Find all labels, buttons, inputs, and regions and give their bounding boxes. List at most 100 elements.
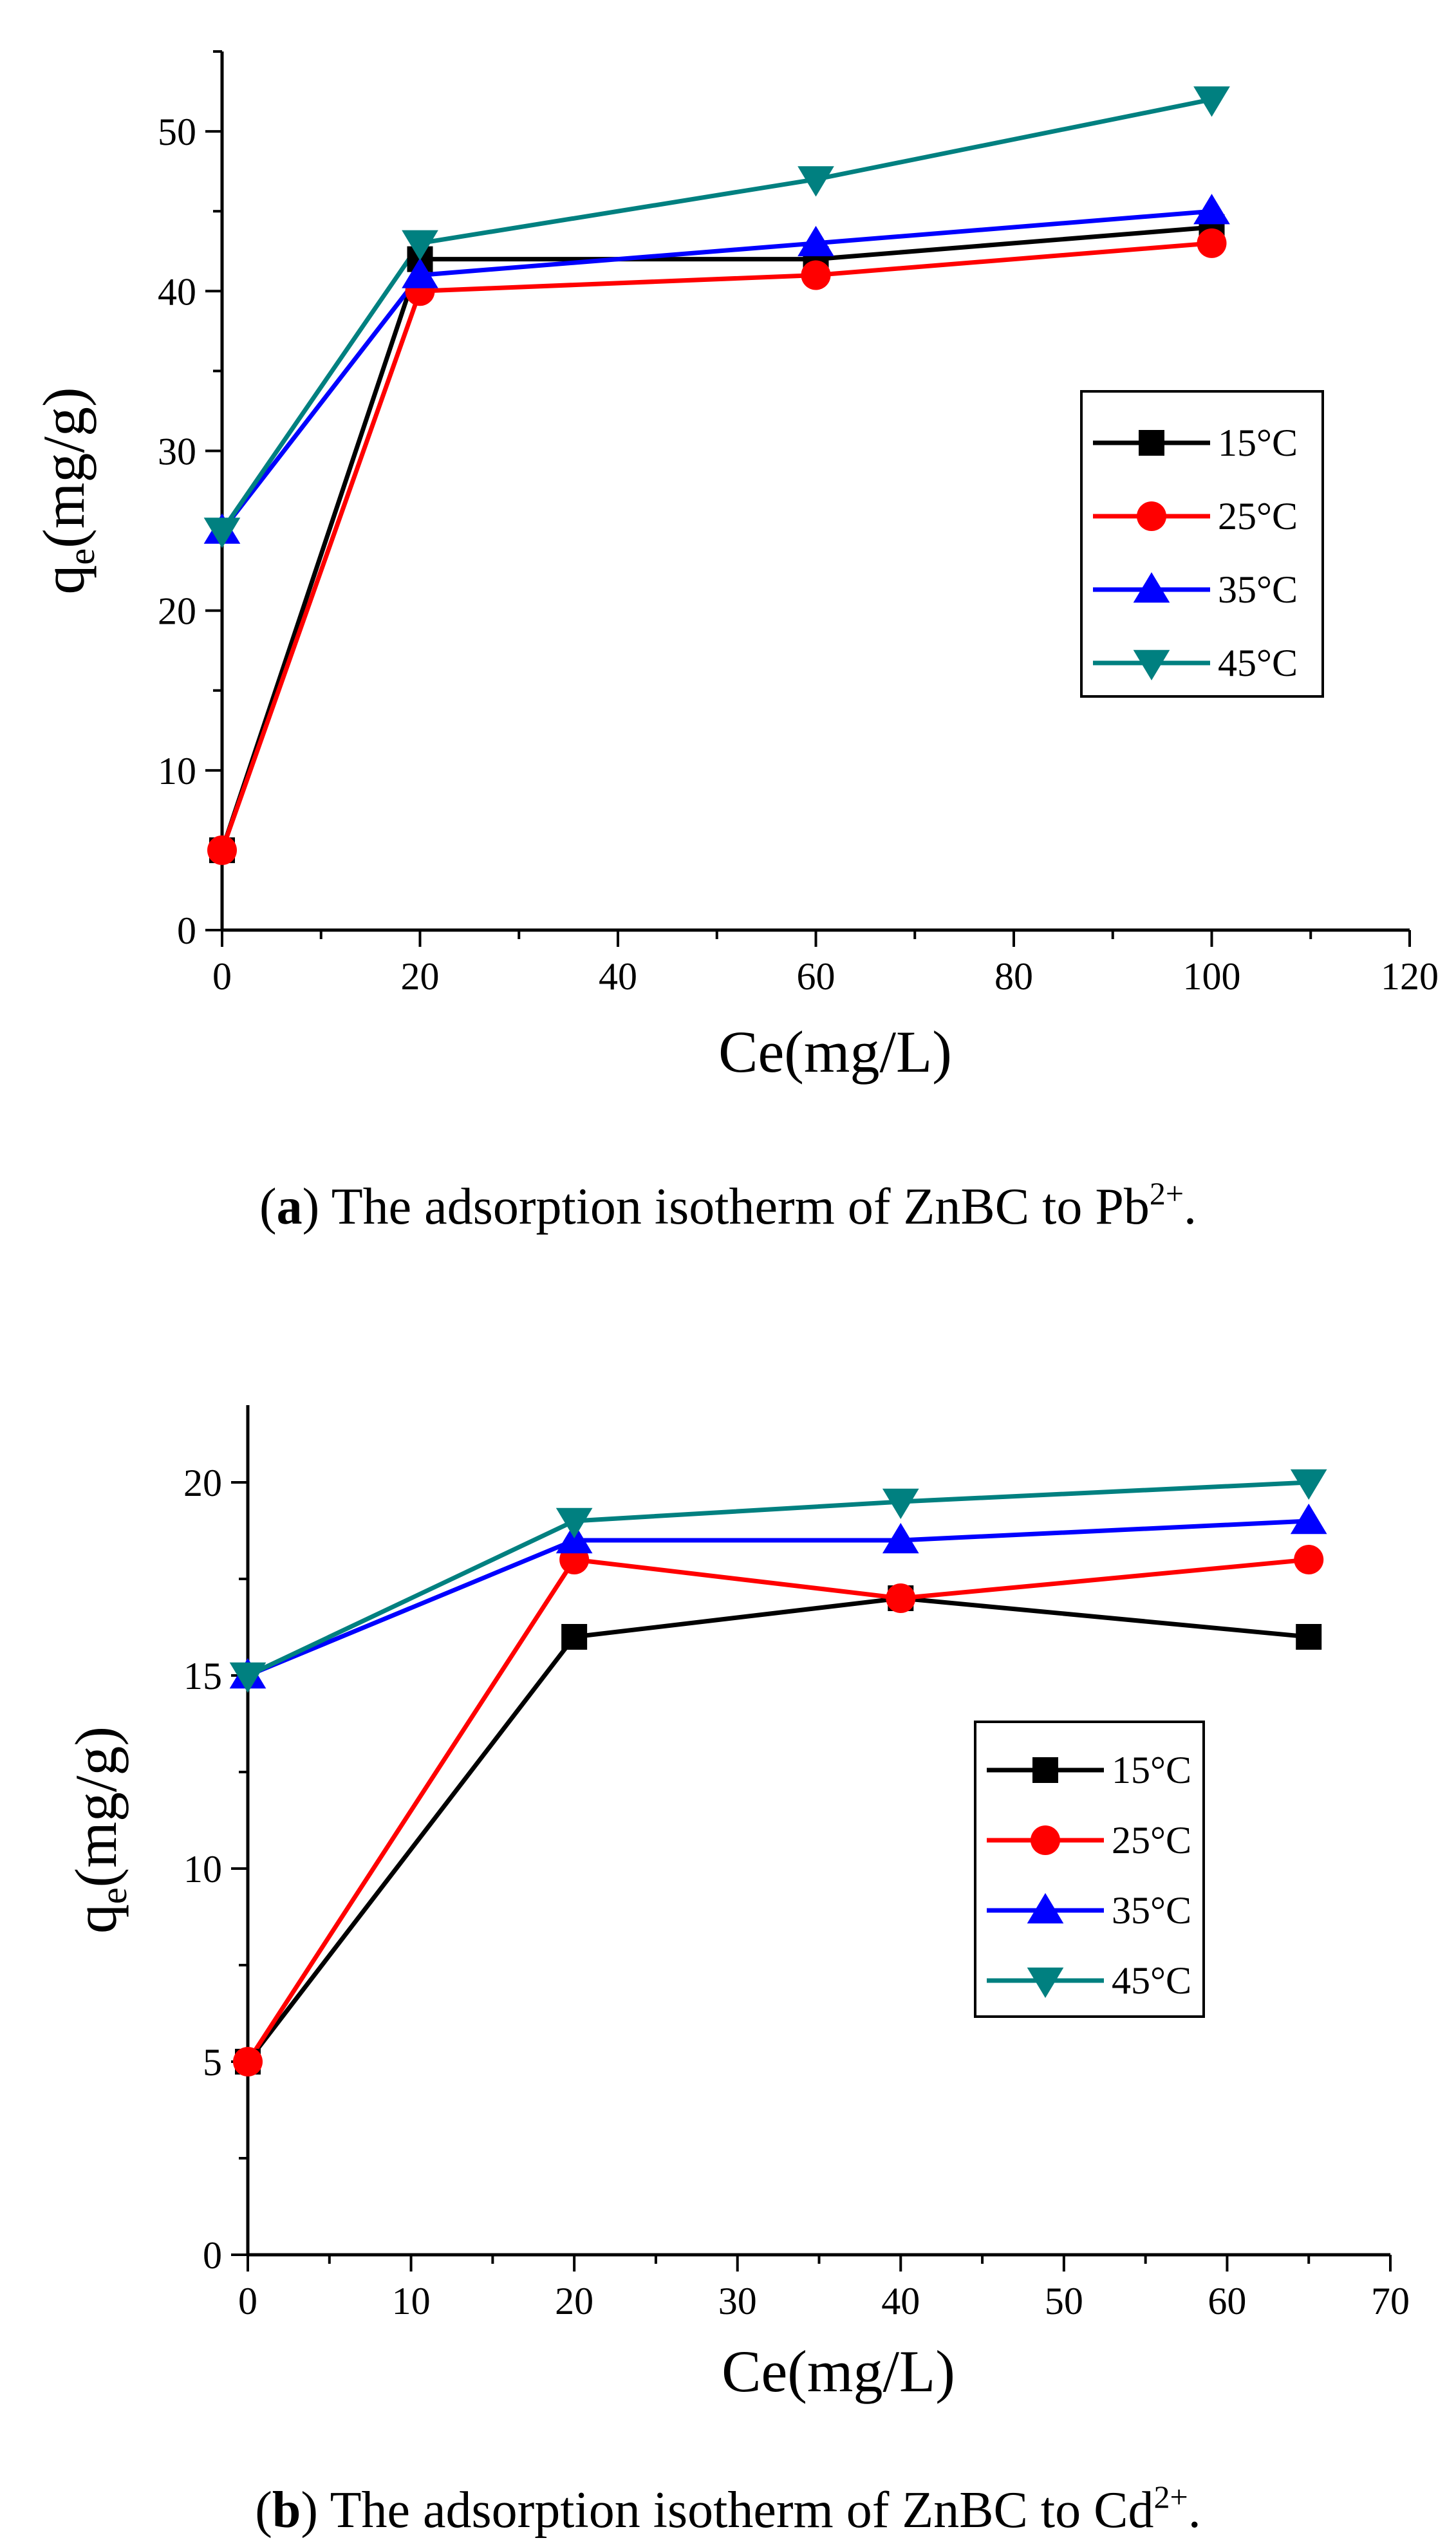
chart-b-x-tick-label: 0 bbox=[238, 2280, 257, 2322]
chart-b-point-45 bbox=[882, 1488, 919, 1519]
chart-b-x-tick-label: 30 bbox=[718, 2280, 757, 2322]
chart-b-legend-label-value: 45 bbox=[1112, 1959, 1150, 2002]
chart-b-x-axis-title: Ce(mg/L) bbox=[722, 2338, 955, 2404]
chart-a-legend-label-value: 15 bbox=[1218, 422, 1256, 464]
chart-a-point-25 bbox=[1197, 228, 1227, 258]
chart-a-legend-label-15: 15°C bbox=[1218, 422, 1298, 464]
chart-b-y-axis-title-sub: e bbox=[93, 1887, 135, 1904]
chart-a-point-45 bbox=[203, 518, 241, 548]
chart-b-legend-label-value: 25 bbox=[1112, 1819, 1150, 1861]
chart-a-y-axis-title-unit: (mg/g) bbox=[31, 387, 97, 548]
chart-b-legend-label-unit: °C bbox=[1150, 1819, 1191, 1861]
chart-a-legend-label-35: 35°C bbox=[1218, 568, 1298, 611]
caption-a: (a) The adsorption isotherm of ZnBC to P… bbox=[259, 1175, 1197, 1235]
chart-a-legend-label-unit: °C bbox=[1256, 642, 1298, 684]
chart-b-x-tick-label: 10 bbox=[392, 2280, 431, 2322]
chart-a-series-line-25 bbox=[219, 241, 1212, 852]
caption-b-letter: b bbox=[272, 2482, 301, 2539]
chart-a-legend-label-unit: °C bbox=[1256, 568, 1298, 611]
chart-b-y-tick-label: 10 bbox=[183, 1848, 222, 1890]
chart-b-y-axis-title: qe(mg/g) bbox=[63, 1726, 135, 1934]
chart-a-legend-label-45: 45°C bbox=[1218, 642, 1298, 684]
chart-a-point-45 bbox=[1193, 86, 1230, 117]
caption-b-tail: . bbox=[1188, 2482, 1201, 2539]
chart-b-y-tick-label: 15 bbox=[183, 1655, 222, 1697]
caption-a-text: ) The adsorption isotherm of ZnBC to Pb bbox=[302, 1179, 1150, 1235]
chart-a-x-tick-label: 100 bbox=[1183, 955, 1241, 998]
chart-b-legend-label-45: 45°C bbox=[1112, 1959, 1191, 2002]
chart-b-series-line-15 bbox=[246, 1596, 1309, 2064]
chart-a-x-axis-title: Ce(mg/L) bbox=[718, 1019, 952, 1085]
chart-a-y-axis-title-main: q bbox=[31, 565, 97, 595]
chart-b-series-line-25 bbox=[246, 1557, 1309, 2063]
chart-b-point-45 bbox=[229, 1662, 266, 1693]
chart-b-y-tick-label: 5 bbox=[203, 2041, 222, 2084]
chart-a-x-tick-label: 120 bbox=[1381, 955, 1439, 998]
chart-a-x-tick-label: 80 bbox=[994, 955, 1033, 998]
chart-b-series-line-45 bbox=[247, 1480, 1309, 1678]
chart-b-point-35 bbox=[1290, 1504, 1327, 1535]
chart-a-x-tick-label: 40 bbox=[599, 955, 637, 998]
chart-a-x-tick-label: 20 bbox=[401, 955, 440, 998]
chart-b-legend-label-unit: °C bbox=[1150, 1959, 1191, 2002]
chart-panel-b: 0 10 20 30 40 50 60 70 0 5 10 15 20 Ce(mg/L) qe(mg/g) 1… bbox=[63, 1405, 1410, 2404]
chart-b-legend-marker-25 bbox=[1031, 1825, 1060, 1855]
caption-a-sup: 2+ bbox=[1149, 1175, 1184, 1211]
chart-a-point-35 bbox=[402, 257, 438, 288]
caption-a-letter: a bbox=[276, 1179, 303, 1235]
chart-a-legend-label-25: 25°C bbox=[1218, 495, 1298, 537]
chart-b-x-tick-label: 50 bbox=[1045, 2280, 1083, 2322]
chart-b-x-tick-label: 20 bbox=[555, 2280, 593, 2322]
chart-b-y-tick-label: 20 bbox=[183, 1462, 222, 1504]
chart-b-point-45 bbox=[1290, 1469, 1327, 1500]
chart-b-point-25 bbox=[1294, 1545, 1324, 1574]
chart-b-legend-label-value: 35 bbox=[1112, 1889, 1150, 1932]
chart-a-y-axis-title-sub: e bbox=[61, 548, 102, 565]
chart-a-y-tick-label: 50 bbox=[158, 111, 196, 153]
chart-b-point-45 bbox=[555, 1507, 593, 1538]
caption-b-text: ) The adsorption isotherm of ZnBC to Cd bbox=[301, 2482, 1154, 2539]
chart-b-legend-label-unit: °C bbox=[1150, 1889, 1191, 1932]
chart-a-point-45 bbox=[402, 230, 438, 261]
chart-b-point-25 bbox=[886, 1583, 916, 1613]
chart-a-point-45 bbox=[798, 166, 834, 197]
chart-b-point-35 bbox=[882, 1523, 919, 1554]
chart-a-legend-label-value: 25 bbox=[1218, 495, 1256, 537]
chart-b-legend-marker-35 bbox=[1027, 1893, 1064, 1924]
chart-b-y-tick-label: 0 bbox=[203, 2234, 222, 2277]
chart-a-y-axis-title: qe(mg/g) bbox=[31, 387, 102, 594]
chart-b-point-25 bbox=[233, 2047, 263, 2076]
chart-a-legend-label-unit: °C bbox=[1256, 495, 1298, 537]
chart-a-series-line-15 bbox=[219, 225, 1212, 852]
chart-b-legend-label-35: 35°C bbox=[1112, 1889, 1191, 1932]
chart-a-y-tick-label: 30 bbox=[158, 430, 196, 472]
chart-a-y-tick-label: 0 bbox=[177, 910, 196, 952]
caption-b-sup: 2+ bbox=[1153, 2479, 1188, 2515]
chart-a-legend-marker-35 bbox=[1133, 572, 1170, 603]
chart-a-y-tick-label: 40 bbox=[158, 270, 196, 313]
chart-a-point-35 bbox=[798, 225, 834, 257]
chart-a-x-tick-label: 0 bbox=[212, 955, 232, 998]
chart-a-legend-label-value: 35 bbox=[1218, 568, 1256, 611]
chart-a-legend-label-unit: °C bbox=[1256, 422, 1298, 464]
chart-b-legend-label-15: 15°C bbox=[1112, 1749, 1191, 1791]
chart-b-legend-label-value: 15 bbox=[1112, 1749, 1150, 1791]
chart-b-legend-marker-45 bbox=[1027, 1967, 1064, 1998]
chart-a-legend-label-value: 45 bbox=[1218, 642, 1256, 684]
chart-b-y-axis-title-unit: (mg/g) bbox=[63, 1726, 129, 1887]
chart-a-y-tick-label: 20 bbox=[158, 590, 196, 633]
chart-b-point-15 bbox=[561, 1624, 588, 1650]
chart-b-x-tick-label: 70 bbox=[1371, 2280, 1410, 2322]
chart-a-point-25 bbox=[207, 835, 237, 865]
chart-b-series-line-35 bbox=[247, 1518, 1309, 1678]
chart-a-point-25 bbox=[801, 260, 831, 290]
chart-panel-a: 0 20 40 60 80 100 120 0 10 20 30 40 50 Ce(mg/L) qe(mg/… bbox=[31, 50, 1439, 1085]
chart-b-x-tick-label: 40 bbox=[881, 2280, 920, 2322]
caption-a-tail: . bbox=[1184, 1179, 1197, 1235]
chart-a-y-tick-label: 10 bbox=[158, 750, 196, 792]
chart-a-series-line-45 bbox=[220, 97, 1213, 532]
chart-a-series-line-35 bbox=[220, 209, 1212, 532]
caption-b: (b) The adsorption isotherm of ZnBC to C… bbox=[255, 2479, 1201, 2539]
chart-b-y-axis-title-main: q bbox=[63, 1904, 129, 1934]
